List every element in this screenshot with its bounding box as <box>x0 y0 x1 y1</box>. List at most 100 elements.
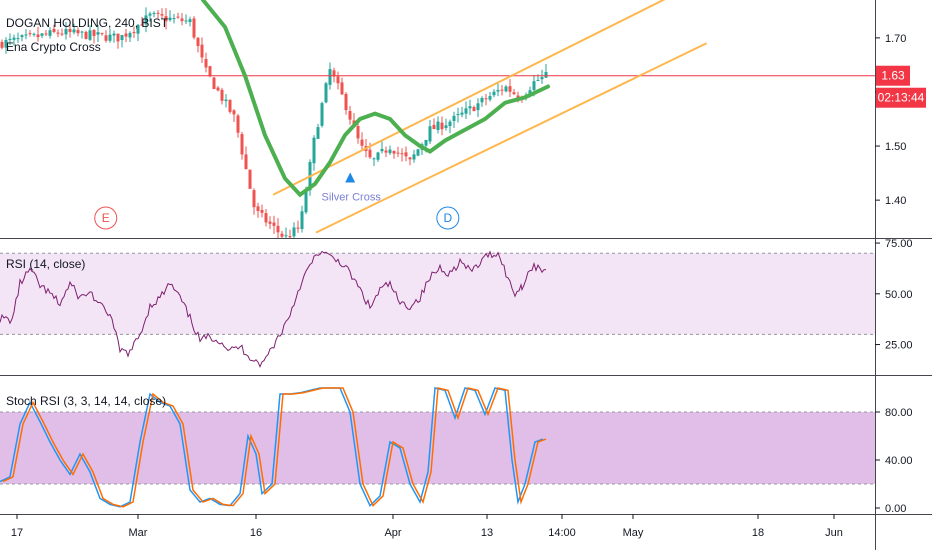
candle <box>496 82 500 97</box>
candle <box>188 16 192 27</box>
candle <box>312 135 316 171</box>
stoch-d-line[interactable] <box>2 387 547 508</box>
candle <box>156 10 160 19</box>
candle <box>384 146 388 158</box>
silver-cross-label: Silver Cross <box>322 192 382 204</box>
symbol-title[interactable]: DOGAN HOLDING, 240, BIST <box>6 16 169 30</box>
candle <box>280 230 284 238</box>
candle <box>388 145 392 156</box>
candle <box>288 229 292 238</box>
last-price-value: 1.63 <box>881 69 905 83</box>
ena-crypto-cross-line[interactable] <box>201 0 550 198</box>
price-tick-label: 1.50 <box>885 141 906 153</box>
candle <box>276 218 280 238</box>
candle <box>396 146 400 157</box>
candle <box>56 29 60 38</box>
candle <box>76 27 80 37</box>
candle <box>136 24 140 42</box>
candle <box>52 24 56 34</box>
silver-cross-arrow-icon <box>345 172 356 183</box>
candle <box>332 67 336 83</box>
time-tick-label: Apr <box>384 527 401 539</box>
candle <box>36 26 40 42</box>
candle <box>252 188 256 215</box>
candle <box>512 89 516 96</box>
candle <box>440 116 444 136</box>
stoch-tick-label: 40.00 <box>885 455 913 467</box>
time-tick-label: 17 <box>11 527 23 539</box>
candle <box>4 37 8 54</box>
candle <box>404 146 408 162</box>
indicator-title[interactable]: Ena Crypto Cross <box>6 40 101 54</box>
candle <box>72 23 76 35</box>
candlestick-series[interactable] <box>0 7 548 238</box>
rsi-tick-label: 75.00 <box>885 238 913 250</box>
candle <box>456 107 460 123</box>
candle <box>84 30 88 40</box>
candle <box>28 30 32 37</box>
candle <box>436 116 440 134</box>
candle <box>444 118 448 131</box>
candle <box>320 101 324 128</box>
stoch-k-line[interactable] <box>0 387 544 508</box>
candle <box>0 39 4 50</box>
time-axis[interactable]: 17 Mar 16 Apr 13 May 18 Jun <box>11 514 843 539</box>
bar-countdown-value: 02:13:44 <box>878 91 925 105</box>
time-tick-label: 18 <box>752 527 764 539</box>
candle <box>488 92 492 102</box>
candle <box>96 24 100 43</box>
candle <box>48 27 52 39</box>
candle <box>480 96 484 107</box>
time-tick-label: Mar <box>129 527 148 539</box>
candle <box>116 33 120 49</box>
candle <box>372 157 376 167</box>
candle <box>184 14 188 24</box>
candle <box>192 16 196 40</box>
candle <box>160 8 164 19</box>
candle <box>124 28 128 43</box>
signal-marker-d[interactable]: D <box>436 206 460 230</box>
candle <box>40 32 44 39</box>
candle <box>468 99 472 116</box>
candle <box>16 32 20 43</box>
candle <box>412 149 416 163</box>
stoch-rsi-title[interactable]: Stoch RSI (3, 3, 14, 14, close) <box>6 394 166 408</box>
candle <box>216 86 220 92</box>
rsi-line[interactable] <box>0 250 547 368</box>
rsi-band <box>0 253 875 335</box>
candle <box>336 71 340 90</box>
candle <box>88 25 92 41</box>
current-time-badge <box>542 522 582 540</box>
candle <box>8 33 12 45</box>
rsi-title[interactable]: RSI (14, close) <box>6 257 85 271</box>
candle <box>400 148 404 162</box>
candle <box>80 30 84 39</box>
channel-lower-line[interactable] <box>315 42 707 234</box>
candle <box>168 10 172 22</box>
candle <box>428 119 432 145</box>
candle <box>348 105 352 125</box>
candle <box>64 22 68 40</box>
candle <box>60 28 64 37</box>
candle <box>24 29 28 40</box>
candle <box>132 26 136 38</box>
candle <box>236 113 240 138</box>
candle <box>176 12 180 19</box>
candle <box>128 31 132 43</box>
price-axis[interactable]: 1.701.601.501.4075.0050.0025.0080.0040.0… <box>875 33 913 515</box>
candle <box>112 30 116 43</box>
candle <box>172 14 176 24</box>
candle <box>12 34 16 46</box>
candle <box>264 209 268 227</box>
candle <box>500 84 504 96</box>
candle <box>540 69 544 84</box>
candle <box>204 52 208 73</box>
channel-upper-line[interactable] <box>272 0 706 196</box>
svg-text:E: E <box>102 211 110 225</box>
candle <box>120 34 124 48</box>
signal-marker-e[interactable]: E <box>94 206 118 230</box>
candle <box>220 87 224 105</box>
price-tick-label: 1.70 <box>885 33 906 45</box>
candle <box>164 8 168 30</box>
